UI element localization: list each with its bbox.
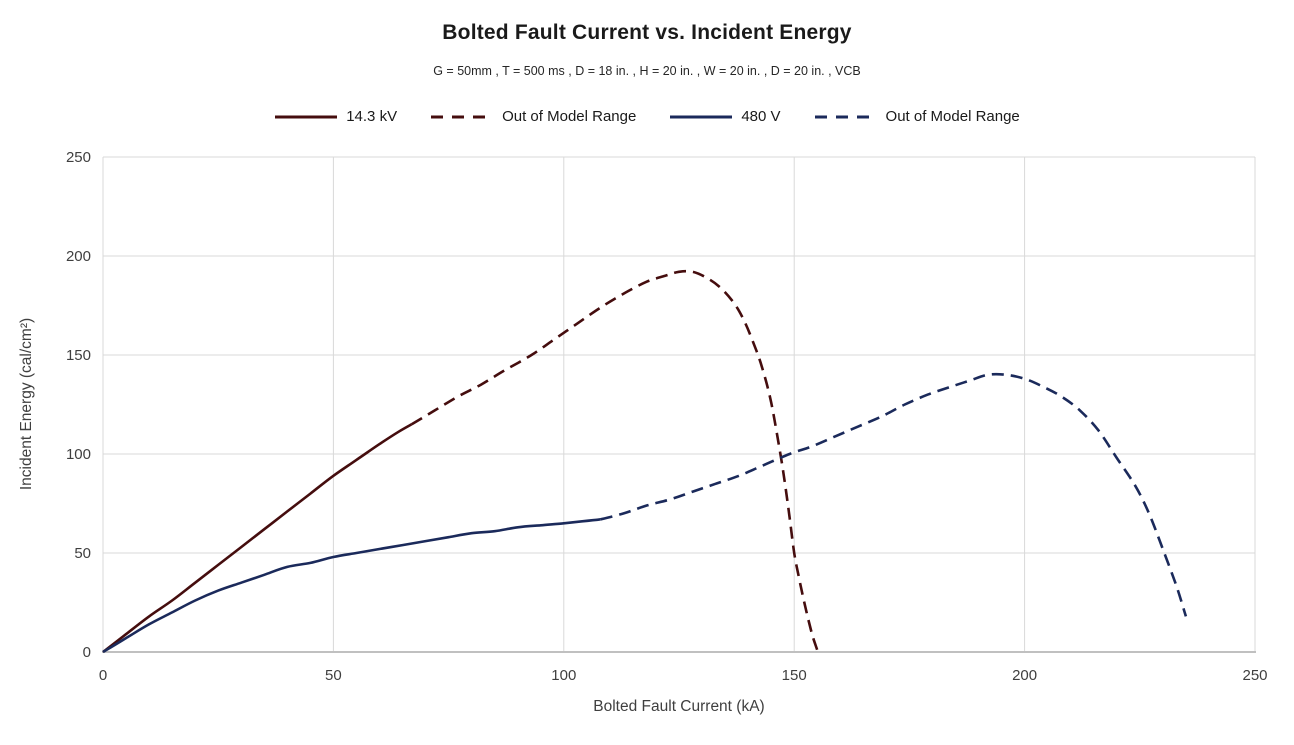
legend-item-3: Out of Model Range bbox=[814, 108, 1020, 125]
y-tick-label-250: 250 bbox=[66, 149, 91, 166]
legend-dashed-line-icon bbox=[814, 115, 877, 118]
series-2-line bbox=[102, 518, 601, 654]
legend-label: 480 V bbox=[741, 108, 781, 125]
x-tick-label-50: 50 bbox=[325, 667, 342, 684]
y-tick-label-50: 50 bbox=[74, 545, 91, 562]
x-tick-label-0: 0 bbox=[99, 667, 107, 684]
legend-item-0: 14.3 kV bbox=[274, 108, 397, 125]
legend: 14.3 kV Out of Model Range 480 V Out of Mod… bbox=[0, 108, 1294, 125]
legend-label: Out of Model Range bbox=[885, 108, 1020, 125]
chart-title: Bolted Fault Current vs. Incident Energy bbox=[442, 21, 852, 44]
y-tick-label-100: 100 bbox=[66, 446, 91, 463]
y-tick-label-150: 150 bbox=[66, 347, 91, 364]
legend-label: 14.3 kV bbox=[346, 108, 398, 125]
y-tick-label-200: 200 bbox=[66, 248, 91, 265]
x-tick-label-250: 250 bbox=[1242, 667, 1267, 684]
legend-solid-line-icon bbox=[275, 115, 338, 118]
chart-subtitle: G = 50mm , T = 500 ms , D = 18 in. , H =… bbox=[433, 64, 861, 78]
series-1-line bbox=[411, 269, 819, 651]
x-axis-title: Bolted Fault Current (kA) bbox=[593, 698, 765, 715]
x-tick-label-200: 200 bbox=[1012, 667, 1037, 684]
legend-item-2: 480 V bbox=[669, 108, 781, 125]
x-tick-label-150: 150 bbox=[782, 667, 807, 684]
legend-solid-line-icon bbox=[670, 115, 733, 118]
x-tick-label-100: 100 bbox=[551, 667, 576, 684]
legend-item-1: Out of Model Range bbox=[430, 108, 636, 125]
y-tick-label-0: 0 bbox=[83, 644, 91, 661]
series-3-line bbox=[600, 372, 1188, 617]
legend-label: Out of Model Range bbox=[502, 108, 637, 125]
series-0-line bbox=[102, 423, 413, 654]
y-axis-title: Incident Energy (cal/cm²) bbox=[18, 317, 35, 491]
legend-dashed-line-icon bbox=[431, 115, 494, 118]
